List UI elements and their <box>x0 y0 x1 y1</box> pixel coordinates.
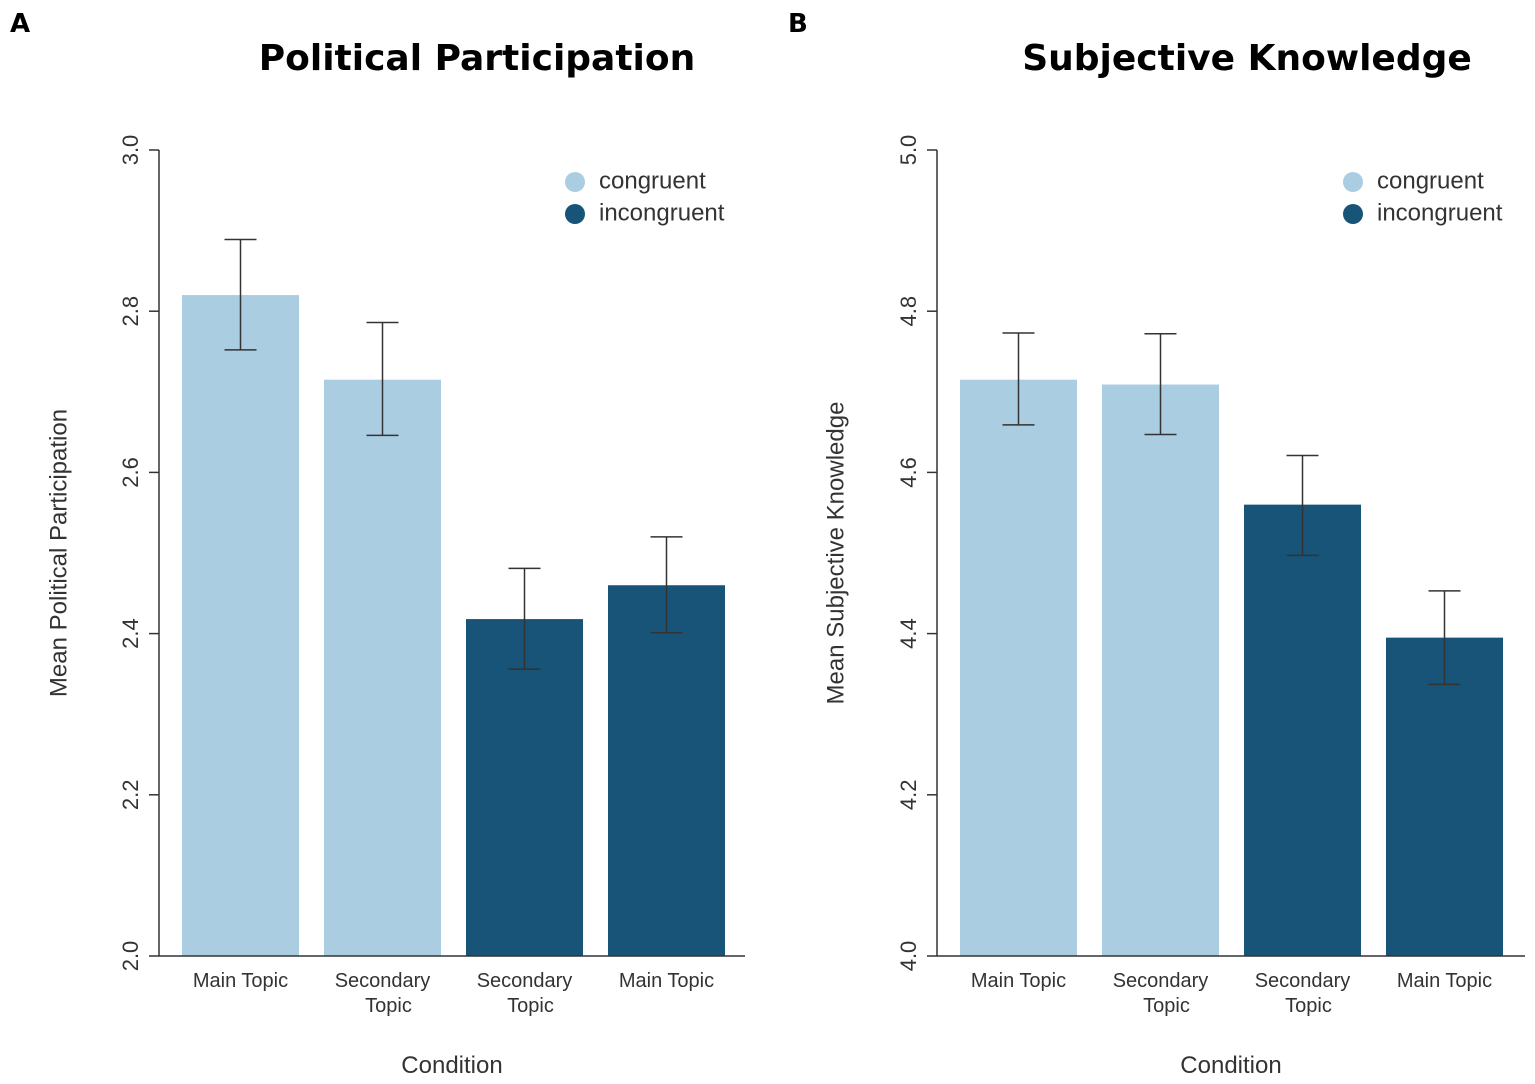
bar-incongruent-3 <box>1244 504 1361 956</box>
y-tick-label: 4.6 <box>896 457 921 488</box>
legend-swatch-congruent <box>1343 172 1363 192</box>
y-tick-label: 2.0 <box>118 941 143 972</box>
y-axis-title: Mean Subjective Knowledge <box>822 402 849 705</box>
y-tick-label: 3.0 <box>118 135 143 166</box>
x-tick-label: Main Topic <box>619 970 714 992</box>
error-bar-3 <box>1286 454 1319 557</box>
error-bar-2 <box>1144 333 1177 436</box>
x-tick-label: Topic <box>507 995 554 1017</box>
y-tick-label: 2.2 <box>118 780 143 811</box>
error-bar-1 <box>224 238 257 351</box>
chart-panel-a: A Political Participation 2.0 2.2 2.4 2.6 2.8 3… <box>10 9 745 1079</box>
error-bar-4 <box>1428 590 1461 686</box>
legend-label-incongruent: incongruent <box>1377 199 1503 226</box>
x-tick-label: Topic <box>365 995 412 1017</box>
x-tick-label: Secondary <box>477 970 573 992</box>
x-tick-label: Secondary <box>1113 970 1209 992</box>
x-tick-label: Secondary <box>1255 970 1351 992</box>
y-tick-label: 5.0 <box>896 135 921 166</box>
error-bar-3 <box>508 567 541 670</box>
legend: congruent incongruent <box>565 167 725 226</box>
bar-incongruent-4 <box>608 585 725 956</box>
bar-congruent-1 <box>960 379 1077 957</box>
error-bar-4 <box>650 536 683 634</box>
chart-panel-b: B Subjective Knowledge 4.0 4.2 4.4 4.6 4.8 5.0 M… <box>788 9 1525 1079</box>
error-bar-1 <box>1002 332 1035 426</box>
legend-swatch-incongruent <box>565 204 585 224</box>
x-tick-label: Main Topic <box>193 970 288 992</box>
panel-letter: A <box>10 9 30 39</box>
x-tick-label: Main Topic <box>971 970 1066 992</box>
y-tick-label: 4.0 <box>896 941 921 972</box>
y-tick-label: 2.6 <box>118 457 143 488</box>
x-tick-label: Secondary <box>335 970 431 992</box>
y-tick-label: 2.8 <box>118 296 143 327</box>
panel-letter: B <box>788 9 808 39</box>
y-tick-label: 2.4 <box>118 618 143 649</box>
legend-swatch-congruent <box>565 172 585 192</box>
y-tick-label: 4.2 <box>896 780 921 811</box>
y-tick-label: 4.8 <box>896 296 921 327</box>
bar-congruent-2 <box>1102 384 1219 956</box>
bar-congruent-2 <box>324 379 441 957</box>
bar-incongruent-3 <box>466 619 583 956</box>
error-bar-2 <box>366 321 399 437</box>
legend-label-congruent: congruent <box>599 167 706 194</box>
chart-title: Political Participation <box>259 38 696 79</box>
legend-label-congruent: congruent <box>1377 167 1484 194</box>
x-axis-title: Condition <box>1180 1052 1281 1079</box>
legend-label-incongruent: incongruent <box>599 199 725 226</box>
bar-incongruent-4 <box>1386 637 1503 956</box>
y-tick-label: 4.4 <box>896 618 921 649</box>
x-axis-title: Condition <box>401 1052 502 1079</box>
x-tick-label: Main Topic <box>1397 970 1492 992</box>
x-tick-label: Topic <box>1143 995 1190 1017</box>
chart-title: Subjective Knowledge <box>1022 38 1472 79</box>
bar-congruent-1 <box>182 295 299 957</box>
x-tick-label: Topic <box>1285 995 1332 1017</box>
legend-swatch-incongruent <box>1343 204 1363 224</box>
legend: congruent incongruent <box>1343 167 1503 226</box>
y-axis-title: Mean Political Participation <box>45 409 72 697</box>
